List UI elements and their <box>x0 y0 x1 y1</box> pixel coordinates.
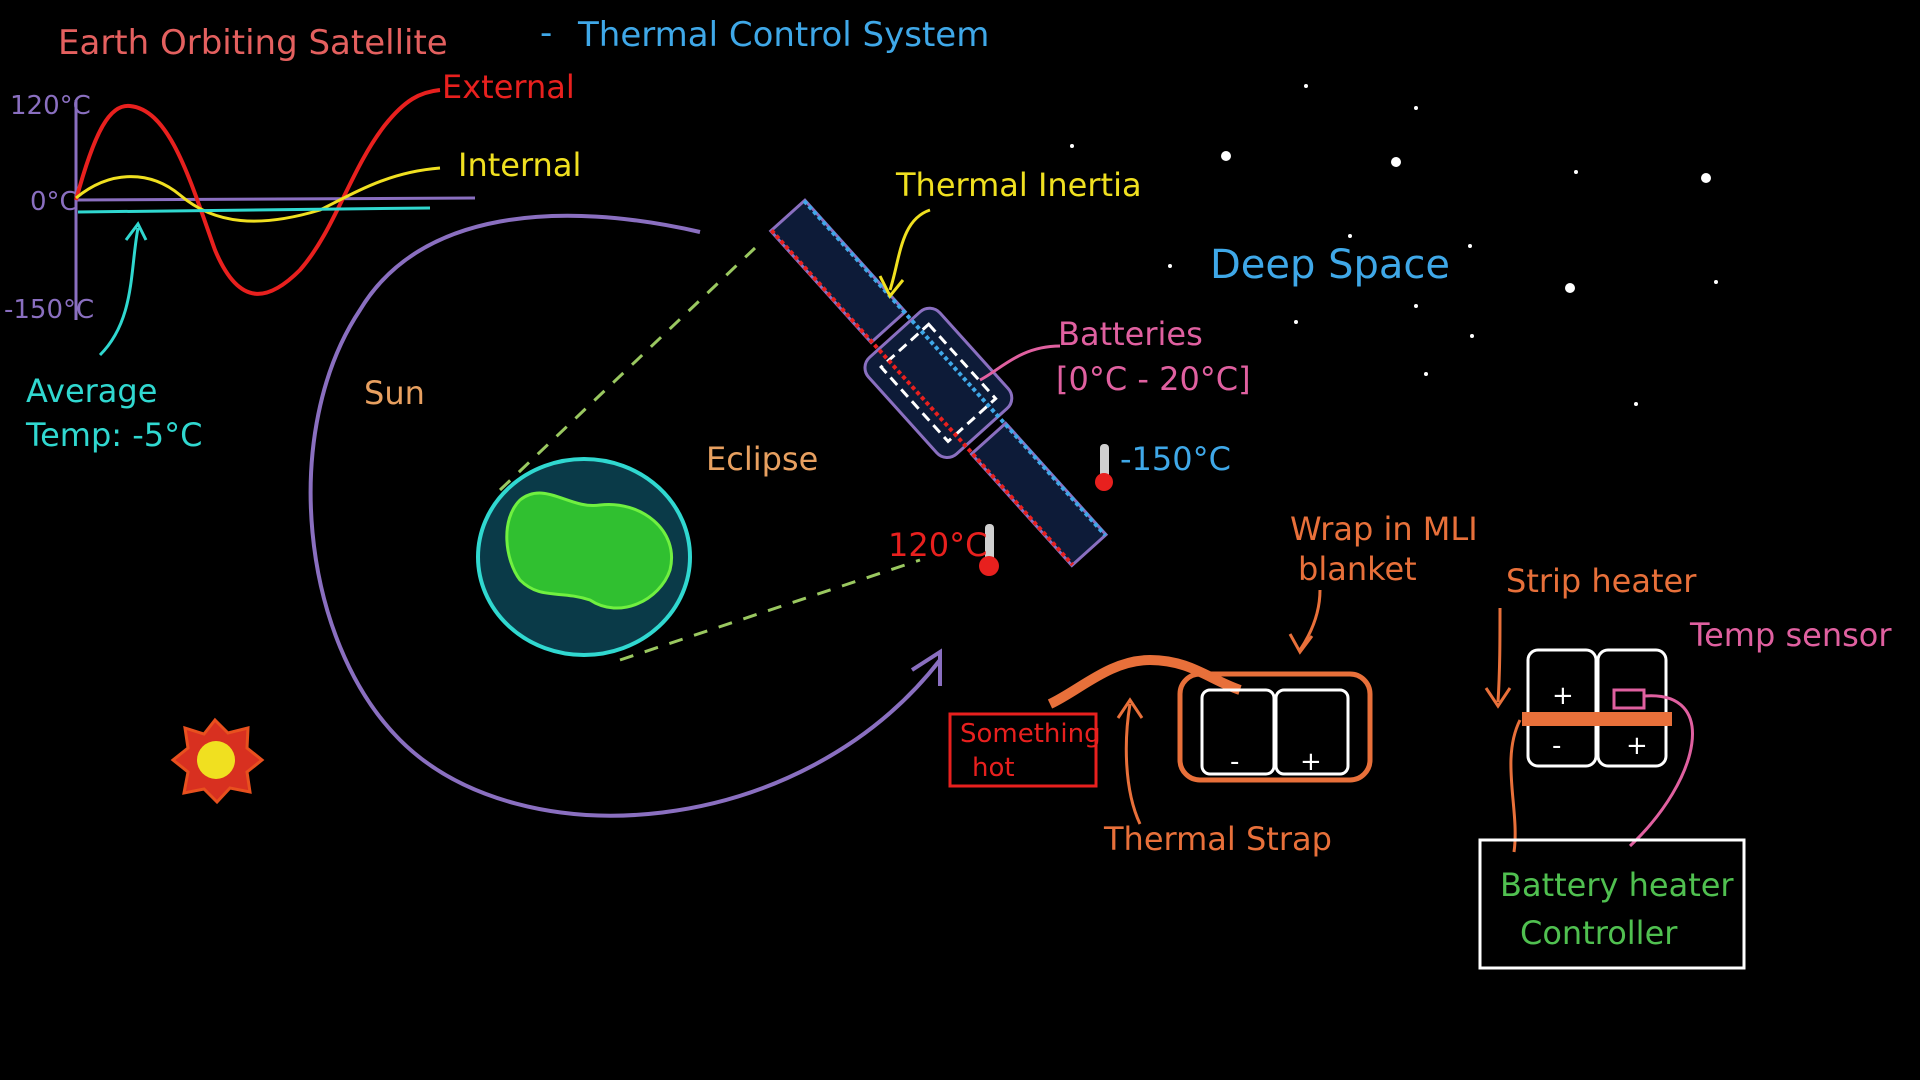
satellite-panel-upper <box>768 198 908 345</box>
eclipse-cone-upper <box>498 246 757 492</box>
thermal-inertia-arrow <box>878 208 931 299</box>
thermometer-icon-hot <box>979 524 999 576</box>
heater-wire <box>1509 719 1522 853</box>
title-part2: Thermal Control System <box>577 15 989 55</box>
battery-range-label: [0°C - 20°C] <box>1056 360 1251 398</box>
eclipse-cone-lower <box>619 558 921 662</box>
batteries-label: Batteries <box>1058 315 1203 353</box>
average-label-line2: Temp: -5°C <box>25 416 202 454</box>
earth-icon <box>476 457 692 657</box>
something-hot-line2: hot <box>972 753 1015 783</box>
y-tick-top: 120°C <box>10 91 91 121</box>
heater-diagram: Strip heater Temp sensor + - + Battery h… <box>1478 562 1892 970</box>
satellite-diagram: Thermal Inertia Batteries [0°C - 20°C] -… <box>768 84 1718 576</box>
controller-line2: Controller <box>1520 914 1678 952</box>
satellite-body <box>863 306 1014 460</box>
mli-strap-diagram: Wrap in MLI blanket Something hot Therma… <box>948 510 1478 858</box>
strip-heater-arrow <box>1484 607 1512 709</box>
thermal-inertia-label: Thermal Inertia <box>895 166 1142 204</box>
orbit-diagram: Sun Eclipse <box>170 213 942 818</box>
svg-text:+: + <box>1626 731 1648 761</box>
cold-temp-label: -150°C <box>1120 440 1231 478</box>
strip-heater-label: Strip heater <box>1506 562 1697 600</box>
thermal-strap <box>1047 654 1242 709</box>
svg-text:+: + <box>1552 681 1574 711</box>
y-tick-bottom: -150°C <box>4 295 94 325</box>
orbit-arrowhead <box>910 648 942 686</box>
svg-text:-: - <box>1230 747 1239 777</box>
something-hot-box <box>948 712 1098 788</box>
sun-icon <box>170 717 265 805</box>
external-curve <box>74 88 441 296</box>
sensor-wire <box>1628 694 1694 848</box>
deep-space-label: Deep Space <box>1210 242 1450 288</box>
average-line <box>77 206 431 214</box>
sun-label: Sun <box>364 374 425 412</box>
temperature-graph: 120°C 0°C -150°C External Internal Avera… <box>4 68 581 454</box>
thermal-strap-arrow <box>1116 697 1144 825</box>
temp-sensor-label: Temp sensor <box>1689 616 1892 654</box>
satellite-inner-core <box>879 322 998 444</box>
internal-curve <box>75 166 441 223</box>
graph-x-axis <box>75 196 476 202</box>
average-label-line1: Average <box>26 372 157 410</box>
average-arrow <box>98 221 148 357</box>
eclipse-label: Eclipse <box>706 440 818 478</box>
wrap-mli-line1: Wrap in MLI <box>1290 510 1478 548</box>
thermal-strap-label: Thermal Strap <box>1103 820 1332 858</box>
title-part1: Earth Orbiting Satellite <box>58 23 448 63</box>
thermometer-icon-cold <box>1095 444 1113 491</box>
controller-box <box>1478 838 1746 970</box>
controller-line1: Battery heater <box>1500 866 1734 904</box>
battery-pack-heated: + - + <box>1522 648 1672 768</box>
title-separator: - <box>540 13 552 53</box>
series-internal-label: Internal <box>458 146 581 184</box>
svg-text:-: - <box>1552 731 1561 761</box>
y-tick-mid: 0°C <box>30 187 78 217</box>
hot-temp-label: 120°C <box>888 526 987 564</box>
stars <box>1070 84 1718 406</box>
battery-pack-wrapped: - + <box>1177 671 1373 783</box>
svg-text:+: + <box>1300 747 1322 777</box>
batteries-pointer <box>979 344 1061 382</box>
wrap-mli-arrow <box>1288 589 1322 655</box>
wrap-mli-line2: blanket <box>1298 550 1417 588</box>
something-hot-line1: Something <box>960 719 1101 749</box>
orbit-path <box>308 213 942 818</box>
series-external-label: External <box>442 68 575 106</box>
